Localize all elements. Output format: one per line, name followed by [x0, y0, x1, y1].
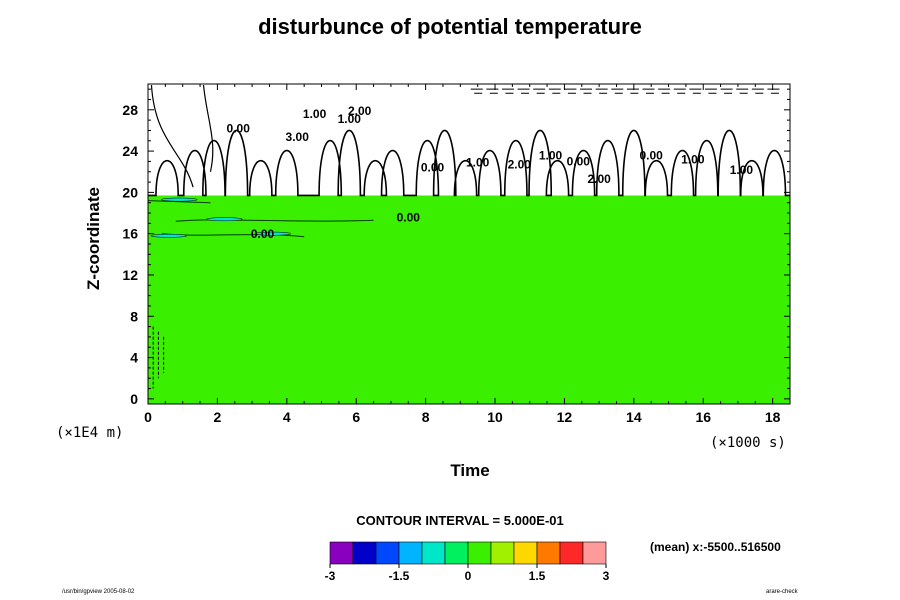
x-axis-label: Time — [450, 461, 490, 480]
y-tick-label: 12 — [122, 267, 138, 283]
contour-label: 1.00 — [303, 107, 327, 121]
contour-label: 1.00 — [681, 152, 705, 166]
x-tick-label: 8 — [422, 409, 430, 425]
contour-patch — [254, 231, 292, 236]
x-tick-label: 2 — [214, 409, 222, 425]
contour-patch — [206, 217, 243, 222]
x-tick-label: 12 — [557, 409, 573, 425]
contour-label: 1.00 — [539, 148, 563, 162]
mean-range-label: (mean) x:-5500..516500 — [650, 540, 781, 554]
footer-command: /usr/bin/gpview 2005-08-02 — [62, 589, 135, 595]
colorbar-tick-label: 0 — [465, 569, 472, 583]
contour-label: 0.00 — [397, 210, 421, 224]
contour-label: 0.00 — [640, 148, 664, 162]
colorbar-swatch — [444, 541, 469, 565]
contour-label: 1.00 — [338, 112, 362, 126]
contour-label: 1.00 — [466, 156, 490, 170]
contour-line-upper-left — [150, 84, 214, 188]
colorbar-swatch — [513, 541, 538, 565]
colorbar-tick-label: 3 — [603, 569, 610, 583]
x-axis-unit: (×1000 s) — [710, 435, 786, 451]
colorbar-swatch — [490, 541, 515, 565]
y-tick-label: 8 — [130, 308, 138, 324]
colorbar-swatch — [559, 541, 584, 565]
colorbar-swatch — [352, 541, 377, 565]
contour-label: 2.00 — [348, 104, 372, 118]
colorbar-swatch — [467, 541, 492, 565]
colorbar-swatch — [421, 541, 446, 565]
contour-line-top — [470, 88, 780, 94]
y-tick-label: 0 — [130, 391, 138, 407]
y-tick-label: 20 — [122, 184, 138, 200]
contour-label: 0.00 — [251, 227, 275, 241]
contour-label: 0.00 — [227, 122, 251, 136]
y-axis-label: Z-coordinate — [84, 187, 103, 290]
contour-patch — [150, 233, 188, 238]
x-tick-label: 16 — [695, 409, 711, 425]
contour-label: 2.00 — [508, 158, 532, 172]
chart-title: disturbunce of potential temperature — [258, 14, 642, 39]
colorbar-swatch — [398, 541, 423, 565]
x-tick-label: 14 — [626, 409, 642, 425]
contour-label: 3.00 — [286, 130, 310, 144]
colorbar-swatch — [329, 541, 354, 565]
colorbar-tick-label: -3 — [325, 569, 336, 583]
colorbar-swatch — [582, 541, 607, 565]
x-tick-label: 6 — [352, 409, 360, 425]
colorbar-tick-label: 1.5 — [529, 569, 546, 583]
y-tick-label: 4 — [130, 350, 138, 366]
y-tick-label: 24 — [122, 143, 138, 159]
contour-line-boundary — [148, 129, 790, 197]
x-tick-label: 4 — [283, 409, 291, 425]
x-tick-label: 18 — [765, 409, 781, 425]
y-tick-label: 28 — [122, 102, 138, 118]
colorbar-tick-label: -1.5 — [389, 569, 410, 583]
x-tick-label: 0 — [144, 409, 152, 425]
colorbar-swatch — [375, 541, 400, 565]
contour-label: 1.00 — [730, 163, 754, 177]
footer-tag: arare-check — [766, 589, 798, 595]
y-axis-unit: (×1E4 m) — [56, 425, 124, 441]
x-tick-label: 10 — [487, 409, 503, 425]
contour-label: 0.00 — [421, 161, 445, 175]
colorbar-swatch — [536, 541, 561, 565]
contour-interval-label: CONTOUR INTERVAL = 5.000E-01 — [356, 513, 564, 528]
contour-patch — [160, 197, 198, 202]
field-fill — [148, 195, 790, 404]
contour-label: 2.00 — [587, 172, 611, 186]
y-axis-label-wrap: Z-coordinate — [54, 160, 134, 320]
y-tick-label: 16 — [122, 226, 138, 242]
contour-label: 0.00 — [567, 155, 591, 169]
